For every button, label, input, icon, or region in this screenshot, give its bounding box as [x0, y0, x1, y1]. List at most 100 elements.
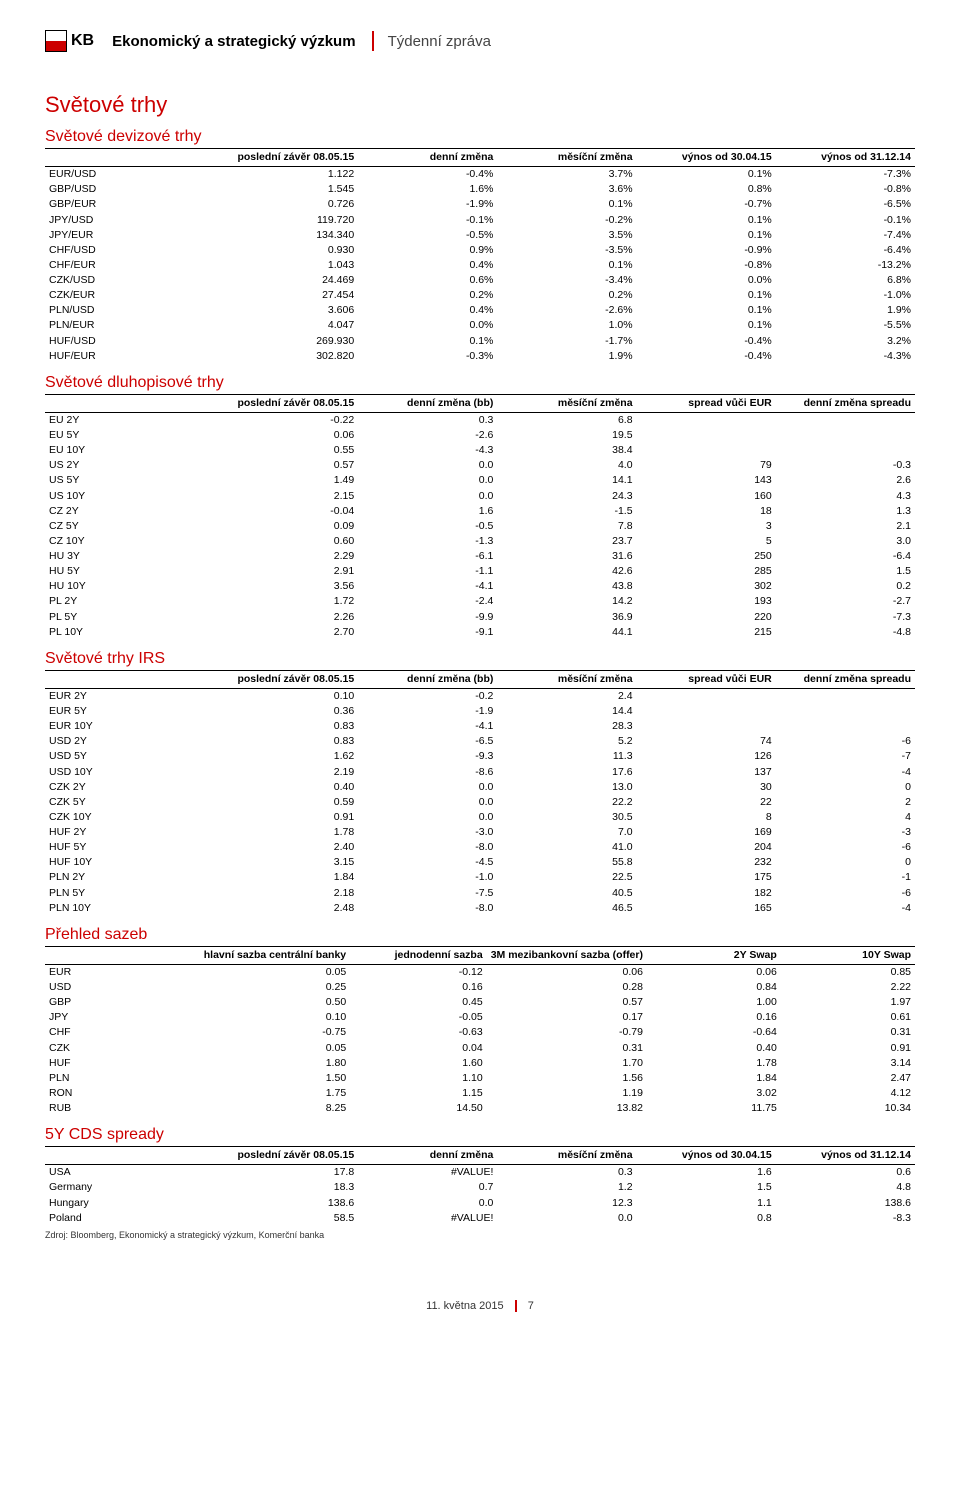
table-cell: 1.60 [350, 1056, 487, 1071]
table-row: USD 10Y2.19-8.617.6137-4 [45, 765, 915, 780]
table-cell: -1.3 [358, 534, 497, 549]
table-cell: 5.2 [497, 734, 636, 749]
table-cell: 1.1 [637, 1196, 776, 1211]
table-cell: 119.720 [184, 213, 358, 228]
table-cell: 22.2 [497, 795, 636, 810]
table-row: USD0.250.160.280.842.22 [45, 980, 915, 995]
table-cell: USA [45, 1165, 184, 1181]
table-cell: 6.8 [497, 412, 636, 428]
table-cell: -1.5 [497, 504, 636, 519]
table-row: PL 2Y1.72-2.414.2193-2.7 [45, 594, 915, 609]
table-cell: 0.0 [358, 810, 497, 825]
table-cell: 0.57 [487, 995, 647, 1010]
table-cell: CHF/USD [45, 243, 184, 258]
table-cell: 1.70 [487, 1056, 647, 1071]
table-row: HUF 10Y3.15-4.555.82320 [45, 855, 915, 870]
table-cell: 215 [637, 625, 776, 640]
table-cell: 11.75 [647, 1101, 781, 1116]
table-cell: -0.8% [776, 182, 915, 197]
table-cell: 302 [637, 579, 776, 594]
table-cell: 0.0 [358, 1196, 497, 1211]
source-line: Zdroj: Bloomberg, Ekonomický a strategic… [45, 1230, 915, 1240]
table-cell: 3.14 [781, 1056, 915, 1071]
table-cell: CZ 5Y [45, 519, 184, 534]
footer-date: 11. května 2015 [426, 1300, 503, 1312]
table-cell: 79 [637, 458, 776, 473]
table-cell: GBP/USD [45, 182, 184, 197]
table-cell: -0.2% [497, 213, 636, 228]
table-row: EU 2Y-0.220.36.8 [45, 412, 915, 428]
table-cell: 0.17 [487, 1010, 647, 1025]
table-row: EU 10Y0.55-4.338.4 [45, 443, 915, 458]
table-row: PLN/EUR4.0470.0%1.0%0.1%-5.5% [45, 318, 915, 333]
table-cell: -0.79 [487, 1025, 647, 1040]
table-row: CHF/EUR1.0430.4%0.1%-0.8%-13.2% [45, 258, 915, 273]
table-row: PL 10Y2.70-9.144.1215-4.8 [45, 625, 915, 640]
research-unit-title: Ekonomický a strategický výzkum [112, 33, 355, 50]
table-cell: -0.7% [637, 197, 776, 212]
main-title: Světové trhy [45, 92, 915, 118]
table-cell: 2.19 [184, 765, 358, 780]
table-cell: 0 [776, 780, 915, 795]
table-cell: HUF/USD [45, 334, 184, 349]
table-cell: 10.34 [781, 1101, 915, 1116]
table-cell: USD 10Y [45, 765, 184, 780]
table-row: CZK/EUR27.4540.2%0.2%0.1%-1.0% [45, 288, 915, 303]
table-cell: 14.1 [497, 473, 636, 488]
table-cell: 2.15 [184, 489, 358, 504]
table-cell: -7.5 [358, 886, 497, 901]
table-cell: PLN 2Y [45, 870, 184, 885]
table-cell: 1.50 [178, 1071, 351, 1086]
table-cell: -1.1 [358, 564, 497, 579]
table-cell: 0.3 [358, 412, 497, 428]
data-table: hlavní sazba centrální bankyjednodenní s… [45, 946, 915, 1116]
table-cell: #VALUE! [358, 1211, 497, 1226]
table-cell: 2.91 [184, 564, 358, 579]
column-header: měsíční změna [497, 1147, 636, 1165]
table-cell: 0.84 [647, 980, 781, 995]
table-cell: 0.85 [781, 964, 915, 980]
table-cell: US 2Y [45, 458, 184, 473]
table-cell: EUR 10Y [45, 719, 184, 734]
section-title: Světové devizové trhy [45, 128, 915, 146]
table-cell: -2.7 [776, 594, 915, 609]
table-row: CZK 2Y0.400.013.0300 [45, 780, 915, 795]
table-cell: 0.930 [184, 243, 358, 258]
table-cell: -4 [776, 901, 915, 916]
table-cell: -4.3% [776, 349, 915, 364]
table-cell: 55.8 [497, 855, 636, 870]
table-cell: -0.4% [637, 334, 776, 349]
table-cell: -0.12 [350, 964, 487, 980]
table-row: EU 5Y0.06-2.619.5 [45, 428, 915, 443]
table-cell: 18.3 [184, 1180, 358, 1195]
table-cell [776, 412, 915, 428]
table-cell: Hungary [45, 1196, 184, 1211]
table-cell: 2 [776, 795, 915, 810]
table-cell: 0.3 [497, 1165, 636, 1181]
table-cell: HUF 2Y [45, 825, 184, 840]
table-cell: 36.9 [497, 610, 636, 625]
table-cell: -4.8 [776, 625, 915, 640]
table-cell: 232 [637, 855, 776, 870]
table-row: JPY/USD119.720-0.1%-0.2%0.1%-0.1% [45, 213, 915, 228]
table-row: US 10Y2.150.024.31604.3 [45, 489, 915, 504]
table-cell: 0.2% [358, 288, 497, 303]
header-divider [372, 31, 374, 51]
table-cell: -0.22 [184, 412, 358, 428]
table-row: EUR 10Y0.83-4.128.3 [45, 719, 915, 734]
table-cell: -4.5 [358, 855, 497, 870]
table-cell: 4 [776, 810, 915, 825]
table-cell: 2.26 [184, 610, 358, 625]
table-cell: 0.06 [487, 964, 647, 980]
table-cell: 38.4 [497, 443, 636, 458]
table-cell: 138.6 [184, 1196, 358, 1211]
table-cell: GBP/EUR [45, 197, 184, 212]
table-cell: 1.5 [776, 564, 915, 579]
table-cell: 1.545 [184, 182, 358, 197]
table-cell: 2.70 [184, 625, 358, 640]
table-cell: JPY [45, 1010, 178, 1025]
table-cell: 1.6% [358, 182, 497, 197]
table-cell: 1.122 [184, 167, 358, 183]
table-cell: 269.930 [184, 334, 358, 349]
table-cell: 43.8 [497, 579, 636, 594]
